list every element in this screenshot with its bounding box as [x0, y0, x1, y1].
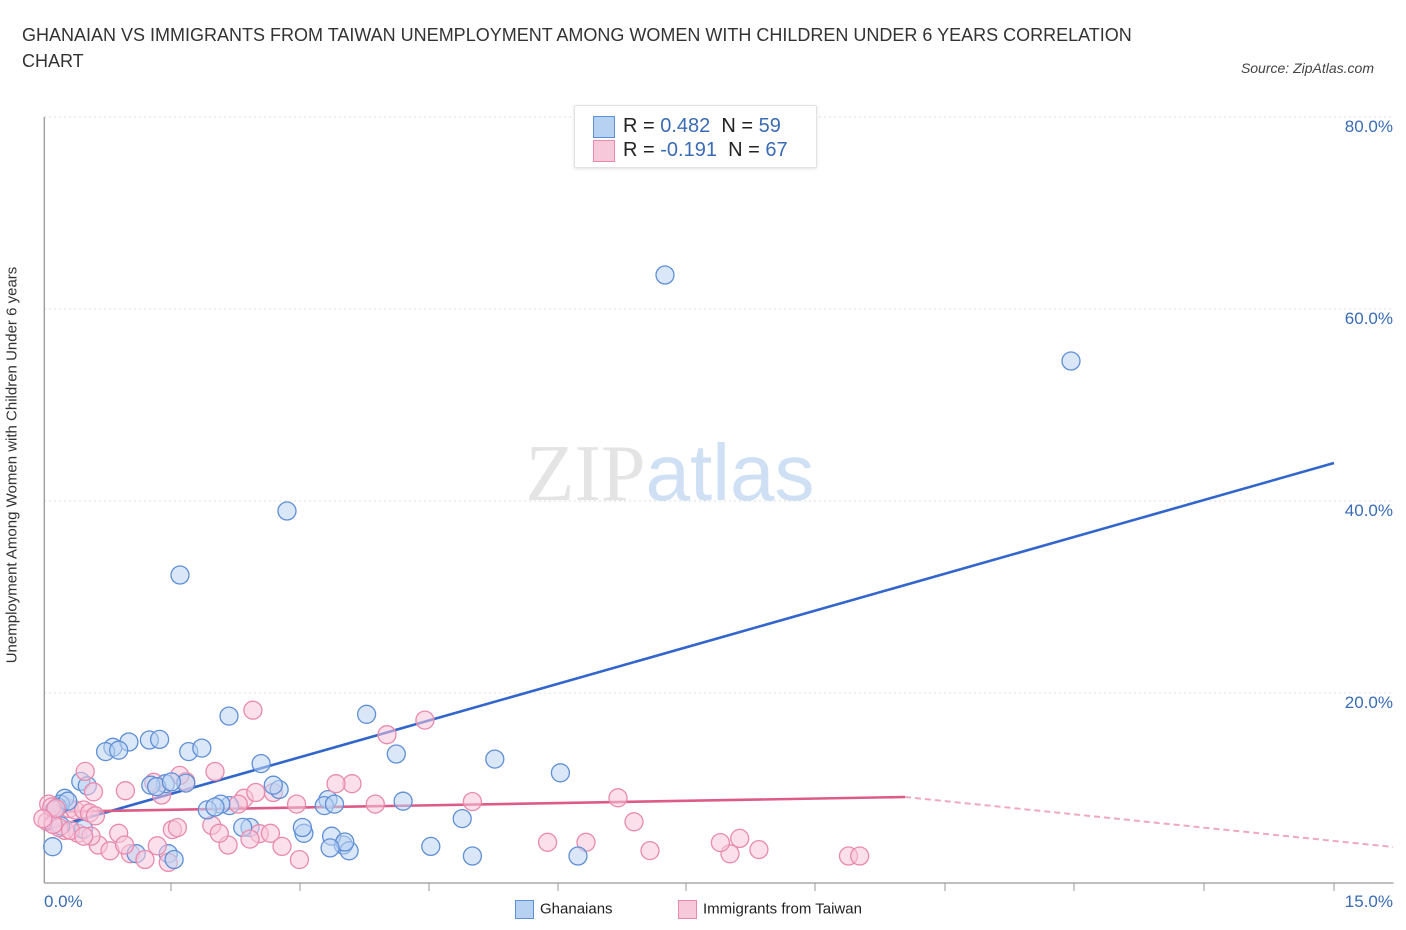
svg-text:0.0%: 0.0%	[44, 892, 83, 911]
svg-text:ZIPatlas: ZIPatlas	[526, 428, 815, 518]
svg-text:15.0%: 15.0%	[1345, 892, 1393, 911]
svg-text:20.0%: 20.0%	[1345, 693, 1393, 712]
svg-text:80.0%: 80.0%	[1345, 117, 1393, 136]
svg-text:40.0%: 40.0%	[1345, 501, 1393, 520]
svg-text:60.0%: 60.0%	[1345, 309, 1393, 328]
